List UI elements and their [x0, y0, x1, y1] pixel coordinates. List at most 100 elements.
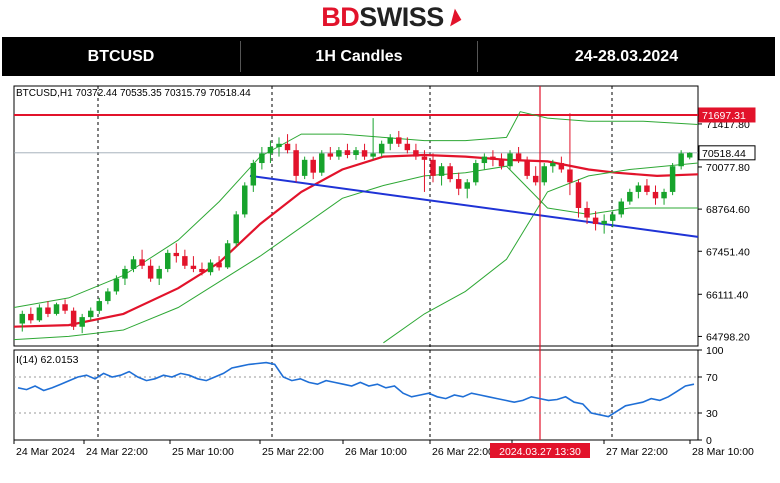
logo: BDSWISS	[0, 0, 780, 34]
candle-body	[113, 278, 120, 292]
candle-body	[644, 185, 650, 192]
candle-body	[541, 166, 547, 183]
chart-info-label: BTCUSD,H1 70372.44 70535.35 70315.79 705…	[16, 88, 251, 99]
candle-body	[678, 153, 684, 167]
indicator-label: I(14) 62.0153	[16, 354, 79, 366]
candle-body	[276, 143, 282, 147]
candle-body	[165, 252, 171, 269]
time-axis-label: 27 Mar 22:00	[606, 446, 668, 458]
candle-body	[70, 310, 77, 327]
candle-body	[96, 301, 103, 311]
time-axis-label: 26 Mar 10:00	[345, 446, 407, 458]
candle-body	[156, 268, 162, 279]
candle-body	[45, 307, 51, 314]
candle-body	[310, 159, 316, 173]
main-pane-frame	[13, 85, 699, 347]
candle-body	[353, 150, 359, 156]
indicator-axis-label: 30	[706, 408, 718, 420]
candle-body	[259, 153, 265, 164]
candle-body	[627, 191, 633, 202]
candle-body	[122, 268, 128, 279]
candle-body	[455, 179, 462, 189]
price-axis-label: 66111.40	[706, 289, 748, 301]
candle-body	[233, 214, 239, 244]
candle-body	[438, 166, 445, 176]
candle-body	[567, 169, 573, 183]
candle-body	[669, 166, 676, 192]
time-axis-label: 26 Mar 22:00	[432, 446, 494, 458]
candle-body	[661, 191, 667, 199]
candle-body	[216, 262, 222, 268]
candle-body	[575, 182, 582, 208]
indicator-axis-label: 100	[706, 345, 724, 357]
candle-body	[387, 137, 393, 144]
candle-body	[242, 185, 248, 215]
candle-body	[370, 153, 376, 157]
time-axis-label: 25 Mar 10:00	[172, 446, 234, 458]
candle-body	[507, 153, 513, 167]
candle-body	[404, 143, 411, 151]
price-axis-label: 67451.40	[706, 246, 750, 258]
indicator-axis-label: 70	[706, 372, 718, 384]
indicator-axis-label: 0	[706, 435, 712, 447]
candle-body	[105, 291, 111, 302]
candle-body	[130, 259, 137, 269]
candle-body	[327, 153, 334, 157]
moving-average-line	[13, 153, 699, 328]
candle-body	[550, 163, 556, 167]
candle-body	[28, 313, 34, 321]
candle-body	[199, 268, 205, 273]
candle-body	[36, 307, 43, 321]
candle-body	[413, 150, 419, 157]
indicator-pane-frame	[13, 349, 699, 441]
candle-body	[515, 153, 522, 160]
candle-body	[147, 265, 154, 279]
candle-body	[267, 146, 274, 154]
candle-body	[378, 143, 385, 154]
price-axis-label: 70077.80	[706, 162, 750, 174]
time-axis-label: 24 Mar 22:00	[86, 446, 148, 458]
candle-body	[430, 159, 436, 176]
candle-body	[87, 310, 94, 318]
price-chart: BTCUSD,H1 70372.44 70535.35 70315.79 705…	[13, 85, 756, 458]
header-timeframe: 1H Candles	[315, 48, 403, 65]
cursor-time-label: 2024.03.27 13:30	[499, 446, 581, 458]
logo-bd: BD	[321, 2, 360, 32]
price-axis-label: 64798.20	[706, 331, 750, 343]
indicator-line	[17, 361, 695, 418]
header-date-range: 24-28.03.2024	[574, 48, 679, 65]
candle-body	[139, 259, 145, 266]
band-line	[13, 165, 698, 341]
candle-body	[224, 243, 231, 268]
time-axis-label: 24 Mar 2024	[16, 446, 75, 458]
candle-body	[344, 150, 351, 156]
candle-body	[336, 150, 342, 157]
candle-body	[686, 152, 693, 158]
header-bar: BTCUSD 1H Candles 24-28.03.2024	[2, 37, 775, 76]
price-level-label: 71697.31	[702, 110, 746, 122]
candle-body	[592, 217, 599, 225]
price-axis-label: 68764.60	[706, 204, 750, 216]
candle-body	[481, 156, 488, 164]
candle-body	[19, 313, 26, 324]
header-divider	[240, 41, 241, 72]
candle-body	[284, 143, 291, 151]
candle-body	[190, 265, 197, 269]
candle-body	[609, 214, 616, 221]
logo-swiss: SWISS	[359, 2, 444, 32]
band-line	[13, 111, 699, 308]
candle-body	[584, 207, 590, 218]
candle-body	[601, 220, 607, 225]
candle-body	[293, 150, 299, 176]
candle-body	[79, 317, 85, 327]
candle-body	[652, 191, 659, 199]
candle-body	[319, 153, 325, 173]
candle-body	[301, 159, 308, 176]
candle-body	[173, 252, 180, 257]
candle-body	[558, 163, 565, 170]
time-axis-label: 28 Mar 10:00	[692, 446, 754, 458]
candle-body	[421, 156, 428, 160]
candle-body	[53, 304, 60, 314]
candle-body	[524, 159, 530, 176]
header-symbol: BTCUSD	[87, 48, 155, 65]
